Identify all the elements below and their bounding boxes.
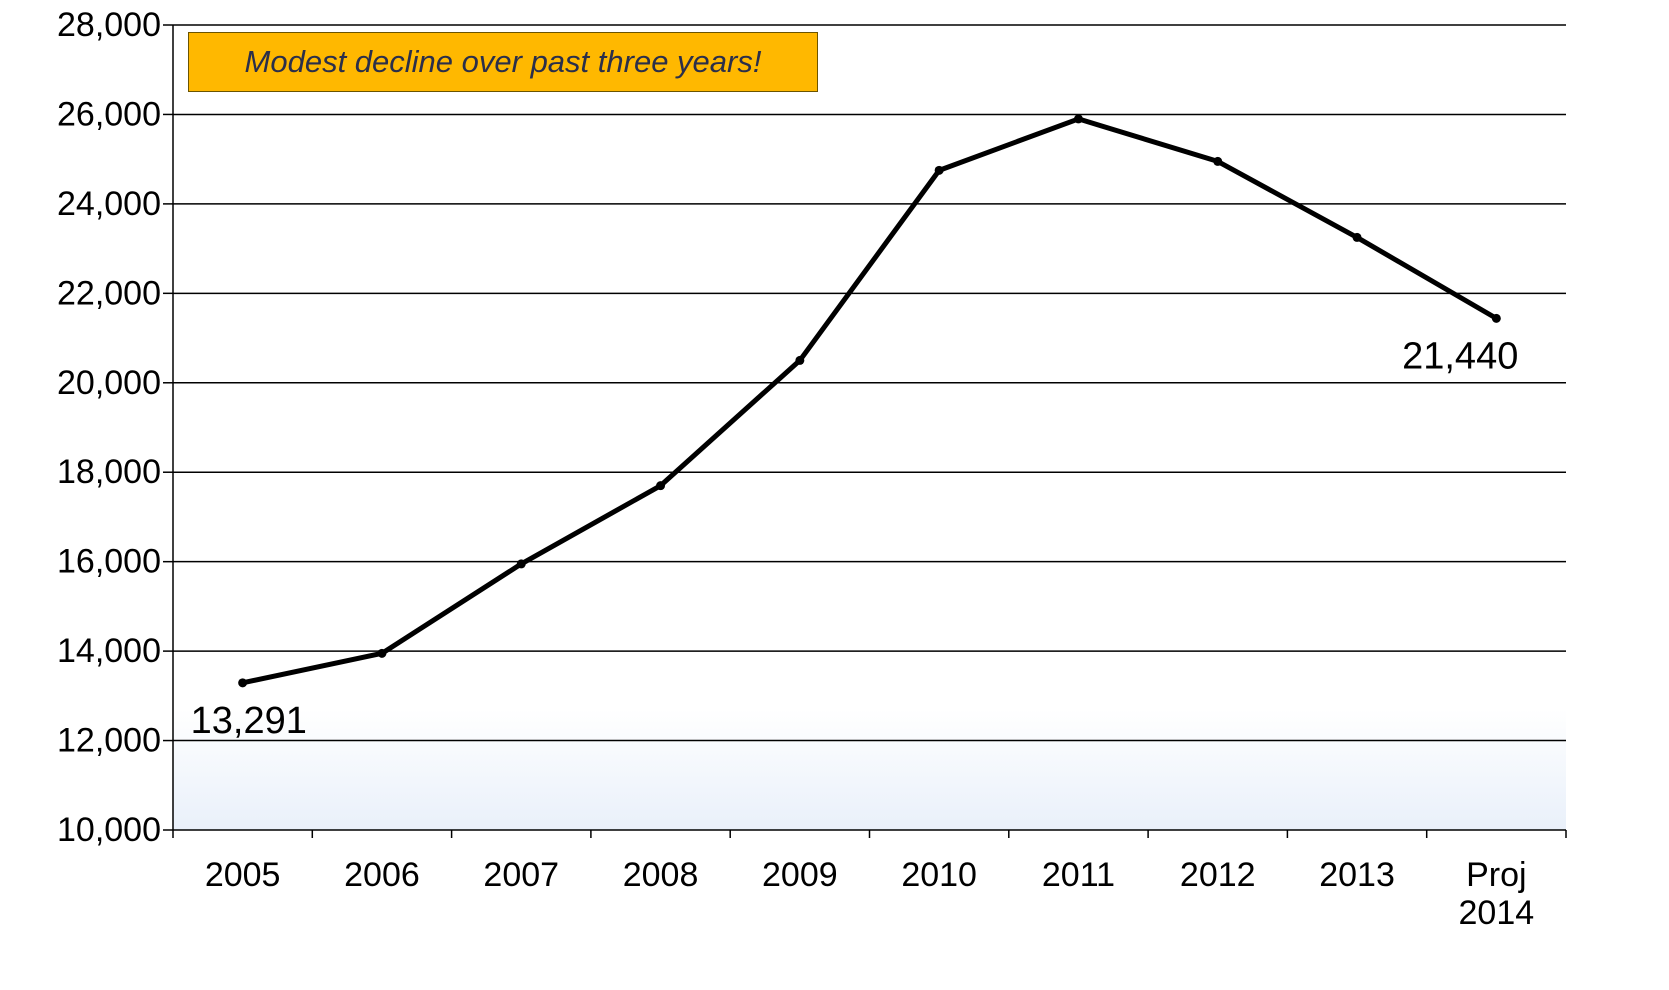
x-tick-label: 2012 <box>1180 856 1256 894</box>
series-line <box>238 114 1501 688</box>
x-tick-label: 2013 <box>1319 856 1395 894</box>
data-point <box>1073 114 1083 124</box>
x-tick-label: 2010 <box>901 856 977 894</box>
data-point <box>238 678 248 688</box>
annotation-box: Modest decline over past three years! <box>188 32 818 92</box>
data-point <box>1491 313 1501 323</box>
y-tick-label: 28,000 <box>57 6 161 44</box>
data-labels: 13,291 21,440 <box>191 335 1519 741</box>
y-tick-label: 12,000 <box>57 722 161 760</box>
y-tick-label: 24,000 <box>57 185 161 223</box>
x-tick-labels: 2005 2006 2007 2008 2009 2010 2011 2012 2013 Proj… <box>205 856 1534 932</box>
axes <box>163 24 1567 838</box>
y-tick-label: 20,000 <box>57 364 161 402</box>
data-point <box>1213 156 1223 166</box>
plot-area <box>173 25 1566 830</box>
y-tick-label: 22,000 <box>57 274 161 312</box>
y-tick-labels: 10,000 12,000 14,000 16,000 18,000 20,000 22,0… <box>57 6 161 849</box>
data-point <box>1352 232 1362 242</box>
data-point <box>516 559 526 569</box>
series-line <box>242 116 1498 686</box>
data-point <box>377 648 387 658</box>
x-tick-label: 2011 <box>1042 856 1115 894</box>
y-tick-label: 26,000 <box>57 95 161 133</box>
data-label: 21,440 <box>1402 335 1518 377</box>
x-tick-label: 2008 <box>623 856 699 894</box>
data-point <box>934 165 944 175</box>
data-point <box>795 355 805 365</box>
y-tick-label: 14,000 <box>57 632 161 670</box>
x-tick-label: 2007 <box>483 856 559 894</box>
y-tick-label: 10,000 <box>57 811 161 849</box>
x-tick-label: 2006 <box>344 856 420 894</box>
x-tick-label: 2005 <box>205 856 281 894</box>
x-tick-label: Proj 2014 <box>1459 856 1535 932</box>
data-point <box>656 481 666 491</box>
y-tick-label: 16,000 <box>57 543 161 581</box>
data-label: 13,291 <box>191 700 307 742</box>
x-tick-label: 2009 <box>762 856 838 894</box>
grid-lines <box>173 24 1566 742</box>
y-tick-label: 18,000 <box>57 453 161 491</box>
